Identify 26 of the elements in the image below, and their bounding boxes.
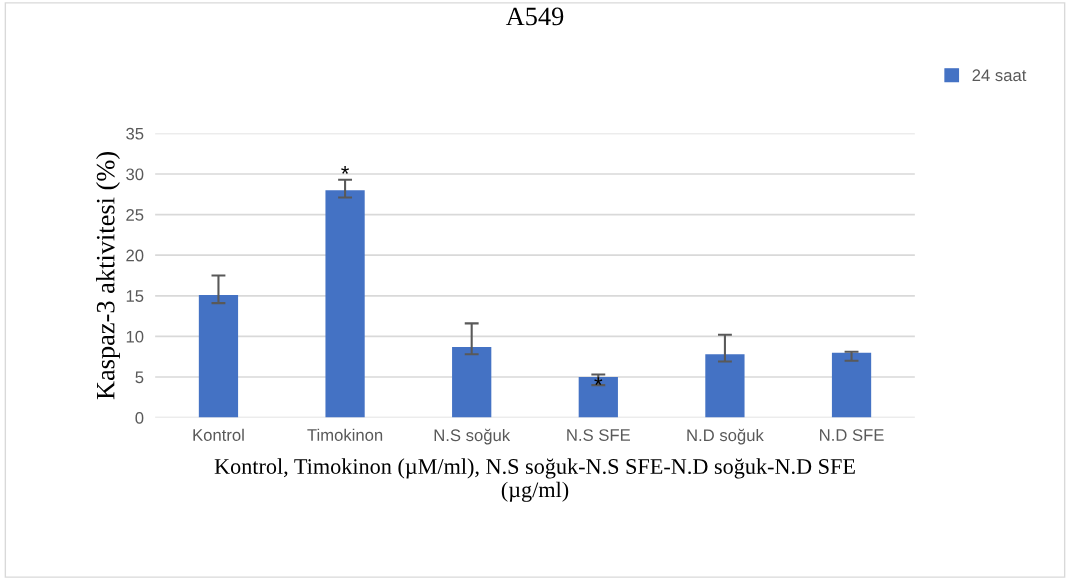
y-tick-label: 30 [126, 168, 144, 181]
bar [578, 377, 618, 418]
y-axis-title: Kaspaz-3 aktivitesi (%) [96, 152, 120, 400]
x-axis-title: Kontrol, Timokinon (µM/ml), N.S soğuk-N.S SFE-N.D soğuk-N.D SFE (µg/ml) [214, 458, 855, 502]
y-tick-label: 10 [126, 330, 144, 343]
bar [452, 346, 492, 418]
x-tick-label: N.S soğuk [434, 428, 511, 445]
x-tick-label: N.S SFE [567, 429, 631, 441]
bar [831, 352, 872, 418]
y-tick-label: 5 [135, 371, 144, 384]
x-tick-label: Kontrol [193, 428, 244, 441]
x-tick-label: N.D SFE [820, 429, 884, 441]
bar [705, 354, 745, 418]
legend-label: 24 saat [972, 69, 1027, 82]
annotation: * [341, 166, 350, 174]
bar [325, 190, 365, 418]
x-tick-label: Timokinon [307, 428, 383, 441]
y-tick-label: 0 [135, 412, 144, 424]
y-tick-label: 20 [126, 249, 144, 262]
y-tick-label: 15 [126, 290, 144, 302]
annotation: * [594, 377, 603, 385]
bar [198, 294, 239, 418]
chart-title: A549 [505, 7, 564, 26]
x-tick-label: N.D soğuk [687, 428, 764, 445]
y-tick-label: 35 [126, 127, 144, 140]
y-tick-label: 25 [126, 209, 144, 221]
